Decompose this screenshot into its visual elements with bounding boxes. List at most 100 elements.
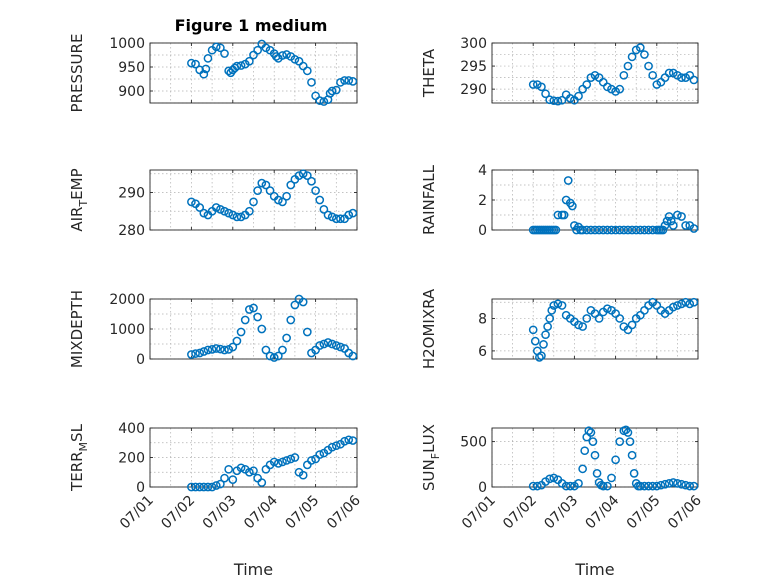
data-point bbox=[590, 225, 600, 235]
data-point bbox=[191, 482, 200, 492]
data-point bbox=[541, 330, 550, 340]
data-point bbox=[319, 339, 329, 349]
data-point bbox=[563, 176, 573, 185]
data-point bbox=[245, 305, 254, 314]
data-point bbox=[530, 336, 540, 346]
data-point bbox=[336, 342, 345, 352]
data-point bbox=[315, 96, 325, 105]
data-point bbox=[232, 61, 242, 71]
data-point bbox=[203, 482, 213, 492]
y-tick-label: 0 bbox=[136, 352, 145, 368]
data-point bbox=[319, 97, 329, 106]
data-point bbox=[220, 49, 229, 58]
data-point bbox=[207, 345, 217, 354]
data-point bbox=[319, 205, 329, 214]
data-point bbox=[644, 225, 653, 235]
y-tick-label: 1000 bbox=[109, 36, 145, 52]
data-point bbox=[298, 470, 308, 480]
data-point bbox=[331, 85, 341, 95]
data-point bbox=[224, 208, 234, 218]
data-point bbox=[629, 469, 639, 478]
data-point bbox=[195, 482, 205, 492]
data-point bbox=[282, 191, 291, 201]
data-point bbox=[257, 324, 267, 334]
data-point bbox=[635, 43, 645, 52]
data-point bbox=[607, 225, 616, 235]
data-point bbox=[340, 436, 349, 446]
data-point bbox=[648, 70, 658, 80]
y-axis-label: TERRMSL bbox=[68, 423, 90, 492]
data-point bbox=[660, 221, 670, 230]
data-point bbox=[286, 315, 296, 325]
data-point bbox=[220, 206, 229, 216]
data-point bbox=[545, 95, 555, 105]
y-axis-label: PRESSURE bbox=[68, 34, 86, 113]
data-point bbox=[619, 225, 629, 235]
data-point bbox=[673, 210, 682, 220]
data-point bbox=[567, 201, 577, 211]
data-point bbox=[199, 347, 209, 356]
data-point bbox=[348, 77, 358, 86]
data-point bbox=[195, 203, 205, 212]
data-point bbox=[273, 195, 283, 205]
data-point bbox=[677, 479, 686, 489]
y-axis-label: SUNFLUX bbox=[420, 424, 442, 491]
data-point bbox=[611, 455, 620, 465]
data-point bbox=[623, 428, 633, 437]
y-axis-label: RAINFALL bbox=[420, 164, 438, 235]
data-point bbox=[590, 450, 600, 460]
data-point bbox=[549, 96, 559, 106]
data-point bbox=[294, 171, 304, 180]
data-point bbox=[598, 225, 608, 235]
data-point bbox=[574, 91, 583, 101]
data-point bbox=[269, 353, 279, 362]
plot-area bbox=[492, 43, 698, 103]
data-point bbox=[187, 482, 196, 492]
y-tick-label: 500 bbox=[460, 435, 487, 451]
data-point bbox=[677, 73, 686, 82]
data-point bbox=[603, 481, 612, 491]
data-point bbox=[253, 45, 262, 55]
data-point bbox=[627, 225, 637, 235]
data-point bbox=[191, 349, 200, 358]
axes-frame bbox=[149, 42, 358, 104]
data-point bbox=[278, 51, 287, 60]
data-point bbox=[187, 58, 196, 68]
data-point bbox=[594, 225, 604, 235]
y-tick-label: 2 bbox=[478, 193, 487, 209]
data-point bbox=[290, 54, 300, 64]
data-point bbox=[245, 206, 254, 216]
x-tick-label: 07/03 bbox=[541, 493, 581, 533]
data-point bbox=[584, 426, 594, 436]
data-point bbox=[635, 481, 645, 491]
axes-frame bbox=[491, 427, 699, 488]
x-axis-label: Time bbox=[233, 560, 273, 579]
data-point bbox=[236, 463, 246, 473]
data-point bbox=[681, 297, 690, 307]
data-point bbox=[298, 297, 308, 307]
data-point bbox=[586, 428, 596, 437]
data-point bbox=[236, 327, 246, 337]
data-point bbox=[578, 464, 587, 474]
data-point bbox=[658, 225, 668, 235]
x-tick-label: 07/01 bbox=[117, 493, 157, 533]
data-point bbox=[249, 466, 258, 476]
data-point bbox=[627, 450, 637, 460]
data-point bbox=[528, 325, 538, 335]
axes-frame bbox=[149, 169, 358, 231]
data-point bbox=[307, 176, 316, 186]
data-point bbox=[574, 479, 583, 488]
data-point bbox=[261, 345, 271, 355]
data-point bbox=[211, 481, 221, 490]
data-point bbox=[673, 301, 682, 310]
data-point bbox=[232, 212, 242, 222]
data-point bbox=[578, 225, 587, 235]
data-point bbox=[228, 210, 238, 220]
data-point bbox=[668, 302, 678, 312]
data-point bbox=[290, 453, 300, 462]
data-point bbox=[336, 78, 345, 87]
data-point bbox=[211, 344, 221, 353]
data-point bbox=[603, 304, 612, 314]
data-point bbox=[236, 61, 246, 70]
